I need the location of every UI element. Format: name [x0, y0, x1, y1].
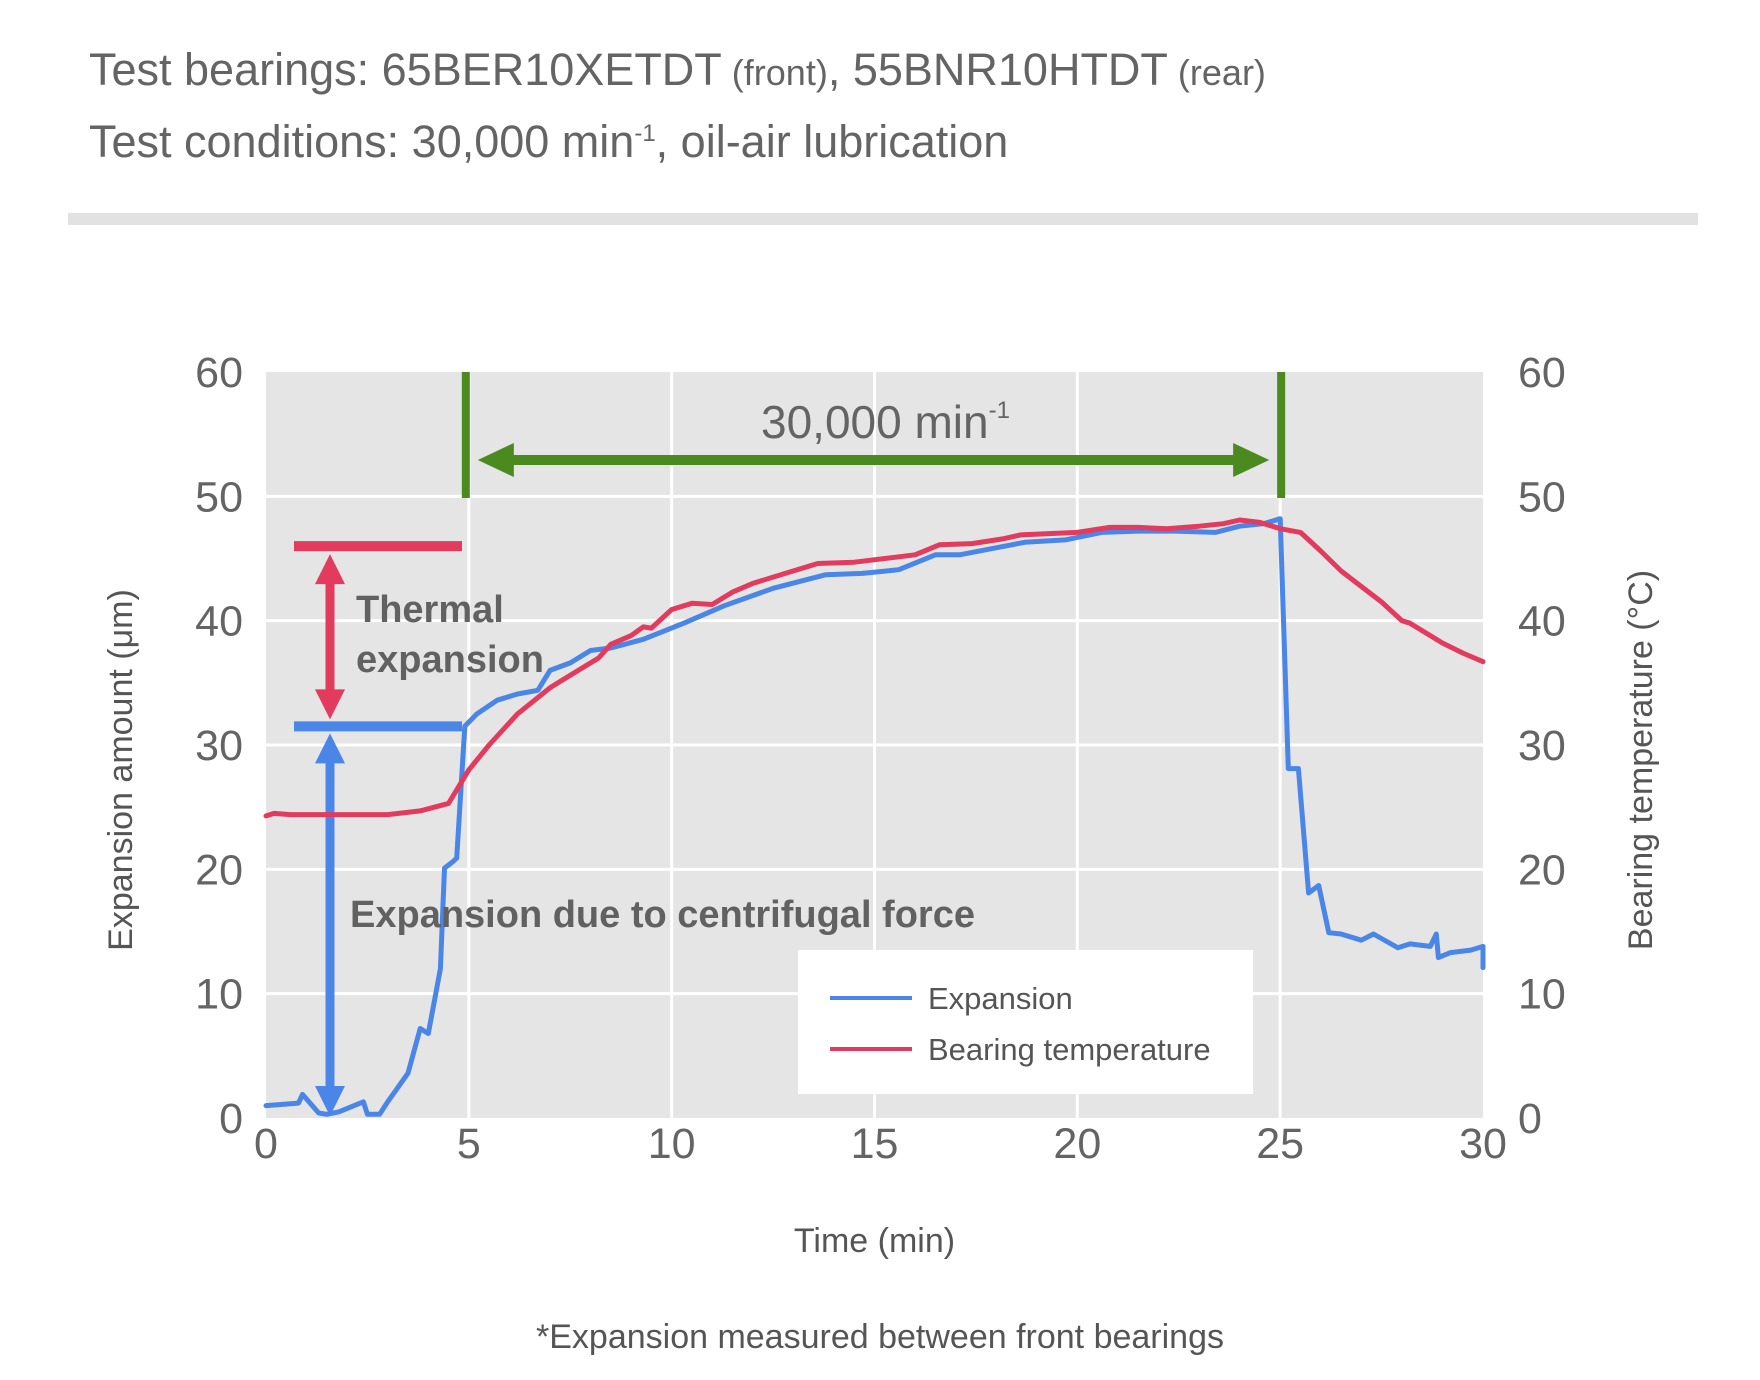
x-tick-label: 30	[1459, 1120, 1507, 1168]
legend-label: Bearing temperature	[928, 1032, 1211, 1067]
speed-label-exponent: -1	[989, 397, 1010, 424]
thermal-expansion-arrow-head-start	[315, 554, 345, 585]
legend-label: Expansion	[928, 981, 1073, 1016]
y-left-tick-label: 0	[219, 1095, 243, 1143]
x-tick-label: 25	[1256, 1120, 1304, 1168]
y-left-tick-label: 20	[195, 846, 243, 894]
speed-range-arrow	[477, 443, 1270, 477]
legend: Expansion Bearing temperature	[798, 950, 1253, 1094]
header-divider	[68, 213, 1698, 225]
speed-label-text: 30,000 min	[761, 396, 989, 448]
thermal-expansion-arrow-head-end	[315, 689, 345, 720]
speed-range-arrow-head-start	[477, 443, 514, 477]
thermal-expansion-label: Thermal expansion	[356, 589, 544, 681]
annotations-over: 30,000 min-1 Thermal expansion Expansion du…	[350, 372, 1286, 936]
front-bearing-model: 65BER10XETDT	[381, 44, 722, 95]
expansion-series-line	[263, 516, 1486, 1117]
test-conditions-heading: Test conditions: 30,000 min-1, oil-air l…	[89, 116, 1008, 168]
x-tick-label: 5	[457, 1120, 481, 1168]
y-right-tick-label: 60	[1518, 349, 1566, 397]
thermal-expansion-label-line1: Thermal	[356, 589, 504, 631]
y-left-tick-label: 30	[195, 722, 243, 770]
y-left-tick-label: 60	[195, 349, 243, 397]
y-left-tick-label: 40	[195, 598, 243, 646]
thermal-expansion-label-line2: expansion	[356, 639, 544, 681]
y-right-tick-label: 30	[1518, 722, 1566, 770]
x-tick-label: 20	[1053, 1120, 1101, 1168]
centrifugal-expansion-arrow-head-end	[315, 1086, 345, 1116]
test-bearings-heading: Test bearings: 65BER10XETDT (front), 55B…	[89, 44, 1266, 96]
y-right-axis-label: Bearing temperature (°C)	[1622, 570, 1660, 950]
legend-box	[798, 950, 1253, 1094]
thermal-expansion-arrow	[315, 554, 345, 720]
y-right-tick-label: 0	[1518, 1095, 1542, 1143]
y-right-tick-label: 50	[1518, 473, 1566, 521]
front-note: (front)	[721, 52, 828, 93]
test-bearings-prefix: Test bearings:	[89, 44, 382, 95]
x-tick-label: 10	[648, 1120, 696, 1168]
x-tick-label: 0	[254, 1120, 278, 1168]
test-conditions-unit-exponent: -1	[634, 120, 656, 147]
centrifugal-expansion-arrow-head-start	[315, 733, 345, 764]
centrifugal-expansion-label: Expansion due to centrifugal force	[350, 894, 975, 936]
test-conditions-suffix: , oil-air lubrication	[655, 116, 1009, 167]
x-tick-label: 15	[851, 1120, 899, 1168]
y-right-tick-label: 40	[1518, 598, 1566, 646]
y-left-tick-label: 50	[195, 473, 243, 521]
axis-labels: Time (min) Expansion amount (μm) Bearing t…	[102, 570, 1660, 1260]
y-right-tick-label: 20	[1518, 846, 1566, 894]
speed-label: 30,000 min-1	[761, 396, 1010, 448]
y-right-tick-label: 10	[1518, 971, 1566, 1019]
speed-range-arrow-head-end	[1233, 443, 1270, 477]
y-left-axis-label: Expansion amount (μm)	[102, 589, 140, 951]
bearing-separator: ,	[827, 44, 853, 95]
rear-bearing-model: 55BNR10HTDT	[852, 44, 1168, 95]
series-lines	[263, 516, 1486, 1117]
rear-note: (rear)	[1167, 52, 1266, 93]
y-left-tick-label: 10	[195, 971, 243, 1019]
footnote: *Expansion measured between front bearin…	[536, 1318, 1224, 1356]
test-conditions-prefix: Test conditions: 30,000 min	[89, 116, 635, 167]
annotations-under	[294, 541, 462, 1116]
temperature-series-line	[263, 517, 1486, 819]
x-axis-label: Time (min)	[794, 1222, 955, 1260]
